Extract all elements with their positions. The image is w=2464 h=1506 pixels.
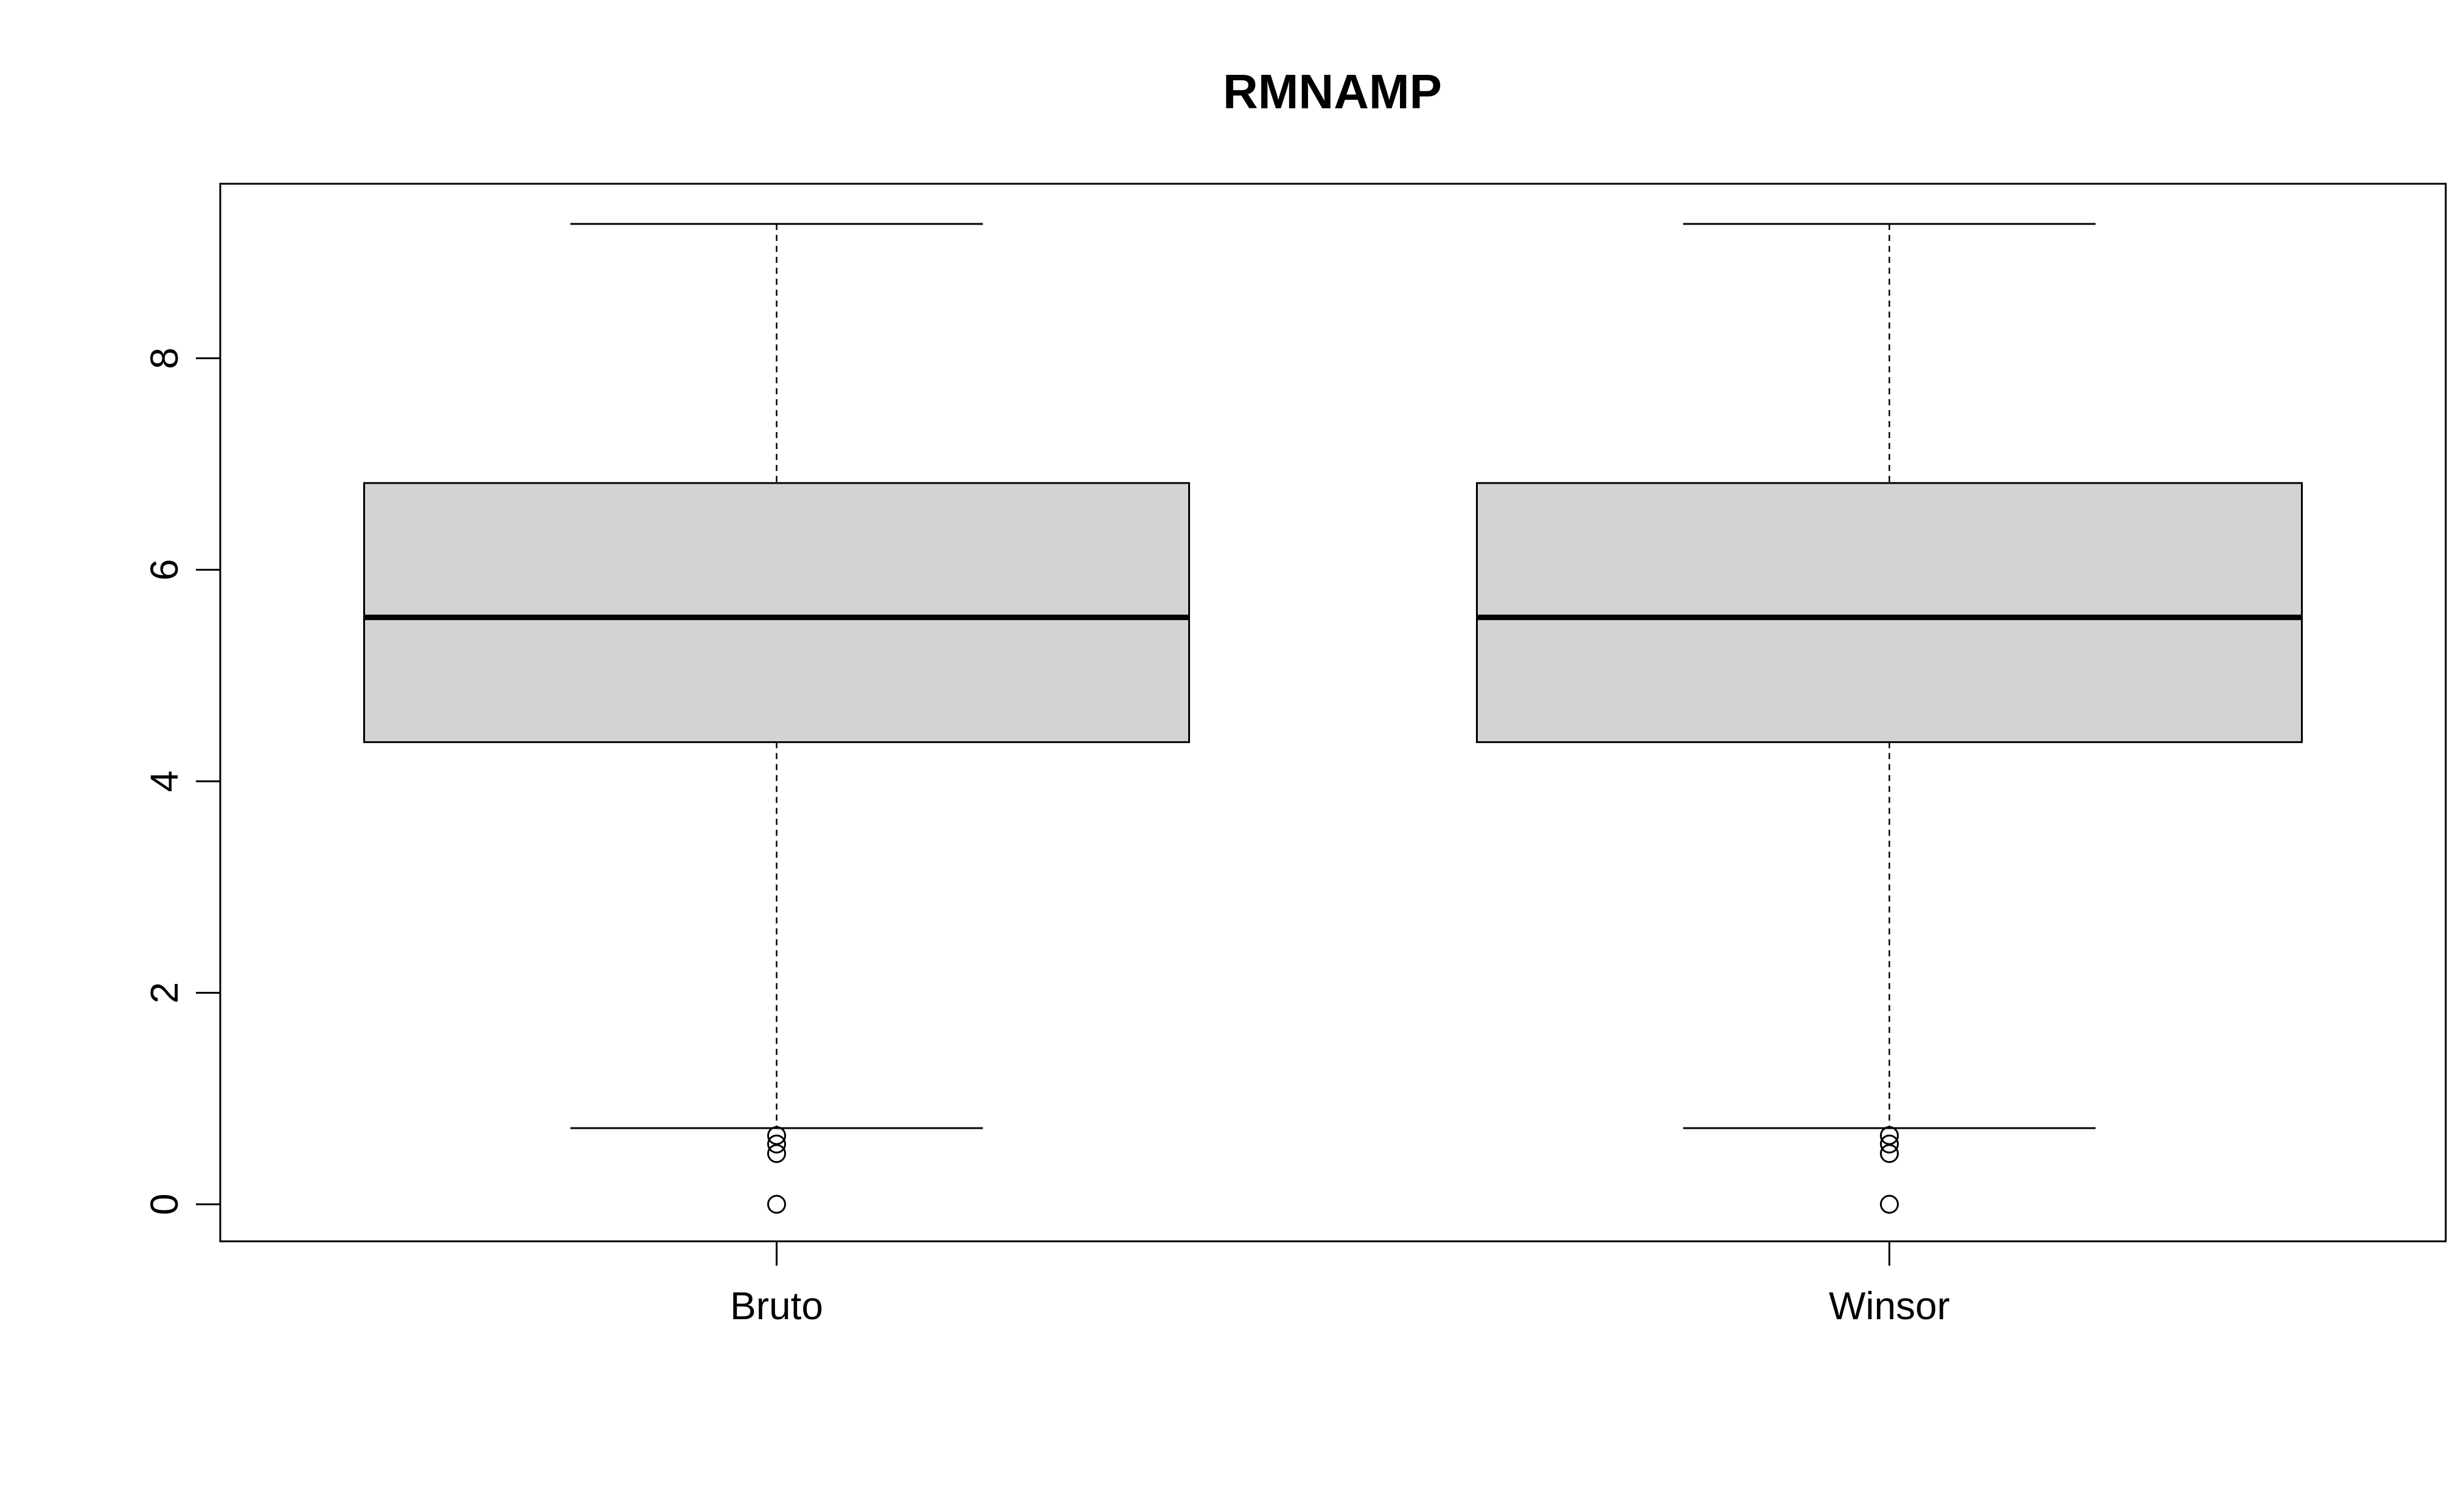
box-group bbox=[363, 223, 2303, 1214]
interquartile-box bbox=[1476, 482, 2303, 744]
outlier-point bbox=[1880, 1126, 1899, 1145]
box-bruto bbox=[363, 223, 1190, 1214]
outlier-point bbox=[767, 1144, 786, 1163]
y-axis: 0 2 4 6 8 bbox=[142, 347, 221, 1215]
outlier-point bbox=[767, 1126, 786, 1145]
y-tick-label: 2 bbox=[142, 982, 186, 1004]
outlier-point bbox=[767, 1134, 786, 1154]
x-axis: Bruto Winsor bbox=[730, 1241, 1950, 1328]
y-tick-label: 0 bbox=[142, 1193, 186, 1215]
outlier-point bbox=[767, 1194, 786, 1214]
x-tick-label: Winsor bbox=[1829, 1284, 1950, 1328]
box-winsor bbox=[1476, 223, 2303, 1214]
outlier-point bbox=[1880, 1144, 1899, 1163]
y-tick-label: 8 bbox=[142, 347, 186, 369]
interquartile-box bbox=[363, 482, 1190, 744]
chart-title: RMNAMP bbox=[1223, 64, 1442, 119]
outlier-point bbox=[1880, 1134, 1899, 1154]
y-tick-label: 4 bbox=[142, 770, 186, 792]
outlier-point bbox=[1880, 1194, 1899, 1214]
x-tick-label: Bruto bbox=[730, 1284, 823, 1328]
y-tick-label: 6 bbox=[142, 559, 186, 581]
